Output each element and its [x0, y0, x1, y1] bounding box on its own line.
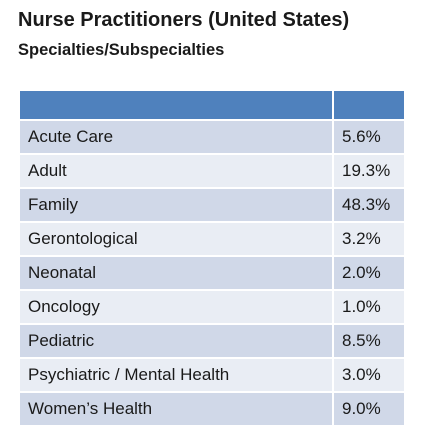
specialty-cell: Pediatric — [18, 323, 334, 359]
specialty-cell: Women’s Health — [18, 391, 334, 427]
percent-cell: 8.5% — [332, 323, 406, 359]
table-row: Pediatric 8.5% — [18, 323, 406, 359]
specialty-cell: Gerontological — [18, 221, 334, 257]
specialty-cell: Psychiatric / Mental Health — [18, 357, 334, 393]
table-row: Women’s Health 9.0% — [18, 391, 406, 427]
header-row — [18, 89, 406, 121]
percent-cell: 19.3% — [332, 153, 406, 189]
header-cell — [18, 89, 334, 121]
table-body: Acute Care 5.6% Adult 19.3% Family 48.3% Geron… — [18, 119, 406, 427]
table: Acute Care 5.6% Adult 19.3% Family 48.3% Geron… — [18, 89, 406, 427]
specialty-cell: Adult — [18, 153, 334, 189]
table-row: Oncology 1.0% — [18, 289, 406, 325]
percent-cell: 48.3% — [332, 187, 406, 223]
table-row: Adult 19.3% — [18, 153, 406, 189]
table-row: Psychiatric / Mental Health 3.0% — [18, 357, 406, 393]
table-row: Family 48.3% — [18, 187, 406, 223]
table-row: Neonatal 2.0% — [18, 255, 406, 291]
percent-cell: 1.0% — [332, 289, 406, 325]
specialty-cell: Oncology — [18, 289, 334, 325]
percent-cell: 9.0% — [332, 391, 406, 427]
table-row: Acute Care 5.6% — [18, 119, 406, 155]
percent-cell: 3.0% — [332, 357, 406, 393]
percent-cell: 5.6% — [332, 119, 406, 155]
table-row: Gerontological 3.2% — [18, 221, 406, 257]
specialty-cell: Neonatal — [18, 255, 334, 291]
percent-cell: 3.2% — [332, 221, 406, 257]
subtitle: Specialties/Subspecialties — [18, 41, 225, 59]
title: Nurse Practitioners (United States) — [18, 9, 350, 31]
specialty-cell: Acute Care — [18, 119, 334, 155]
header-cell — [332, 89, 406, 121]
percent-cell: 2.0% — [332, 255, 406, 291]
specialty-cell: Family — [18, 187, 334, 223]
